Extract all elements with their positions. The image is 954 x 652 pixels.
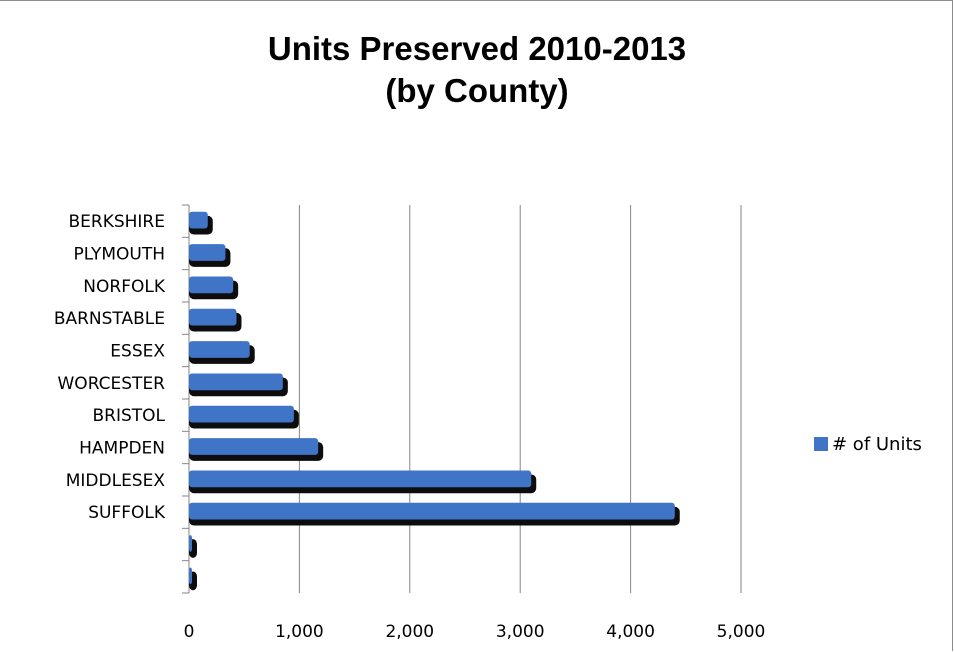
x-tick-label: 5,000 xyxy=(717,622,766,642)
category-label: BERKSHIRE xyxy=(68,212,165,232)
bar xyxy=(189,308,237,326)
legend-label: # of Units xyxy=(832,433,922,455)
axes xyxy=(182,204,190,594)
category-label: SUFFOLK xyxy=(88,503,166,523)
legend-swatch xyxy=(814,437,828,451)
category-label: PLYMOUTH xyxy=(73,245,165,265)
category-label: ESSEX xyxy=(110,342,165,362)
bar xyxy=(189,438,319,455)
bars xyxy=(189,211,680,591)
bar xyxy=(189,502,675,520)
bar xyxy=(189,244,226,261)
x-tick-labels: 0 1,000 2,000 3,000 4,000 5,000 xyxy=(184,622,766,642)
category-label: HAMPDEN xyxy=(79,439,165,459)
chart-title-line-2: (by County) xyxy=(385,72,569,109)
bar xyxy=(189,535,192,552)
x-tick-label: 4,000 xyxy=(606,622,655,642)
category-label: BRISTOL xyxy=(92,406,165,426)
x-tick-label: 3,000 xyxy=(496,622,545,642)
category-label: BARNSTABLE xyxy=(54,309,165,329)
chart-title-line-1: Units Preserved 2010-2013 xyxy=(267,30,687,67)
category-labels: BERKSHIRE PLYMOUTH NORFOLK BARNSTABLE ESSEX W… xyxy=(54,212,166,523)
bar xyxy=(189,470,532,488)
x-tick-label: 0 xyxy=(184,622,195,642)
gridlines xyxy=(298,205,742,593)
category-label: WORCESTER xyxy=(58,374,166,394)
bar xyxy=(189,276,234,294)
x-tick-label: 2,000 xyxy=(385,622,434,642)
category-label: NORFOLK xyxy=(83,277,166,297)
bar xyxy=(189,211,208,229)
bar xyxy=(189,341,250,358)
legend: # of Units xyxy=(814,432,922,456)
x-tick-label: 1,000 xyxy=(275,622,324,642)
bar xyxy=(189,567,192,585)
category-label: MIDDLESEX xyxy=(66,471,166,491)
bar xyxy=(189,373,283,391)
bar xyxy=(189,405,294,423)
